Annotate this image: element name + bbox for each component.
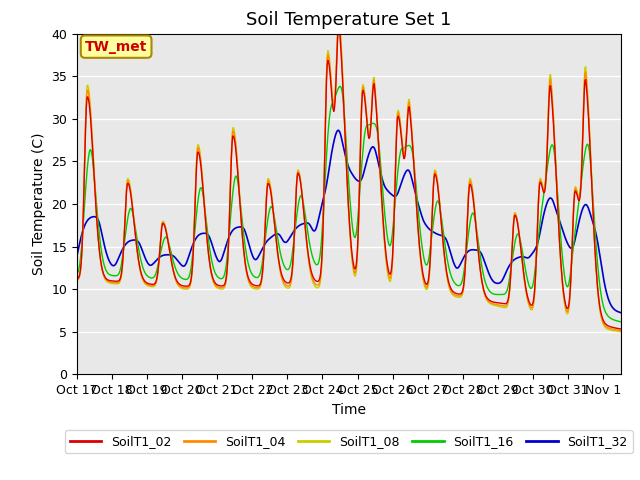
Title: Soil Temperature Set 1: Soil Temperature Set 1 [246,11,451,29]
Legend: SoilT1_02, SoilT1_04, SoilT1_08, SoilT1_16, SoilT1_32: SoilT1_02, SoilT1_04, SoilT1_08, SoilT1_… [65,431,633,453]
Text: TW_met: TW_met [85,40,147,54]
Y-axis label: Soil Temperature (C): Soil Temperature (C) [31,133,45,275]
X-axis label: Time: Time [332,403,366,417]
